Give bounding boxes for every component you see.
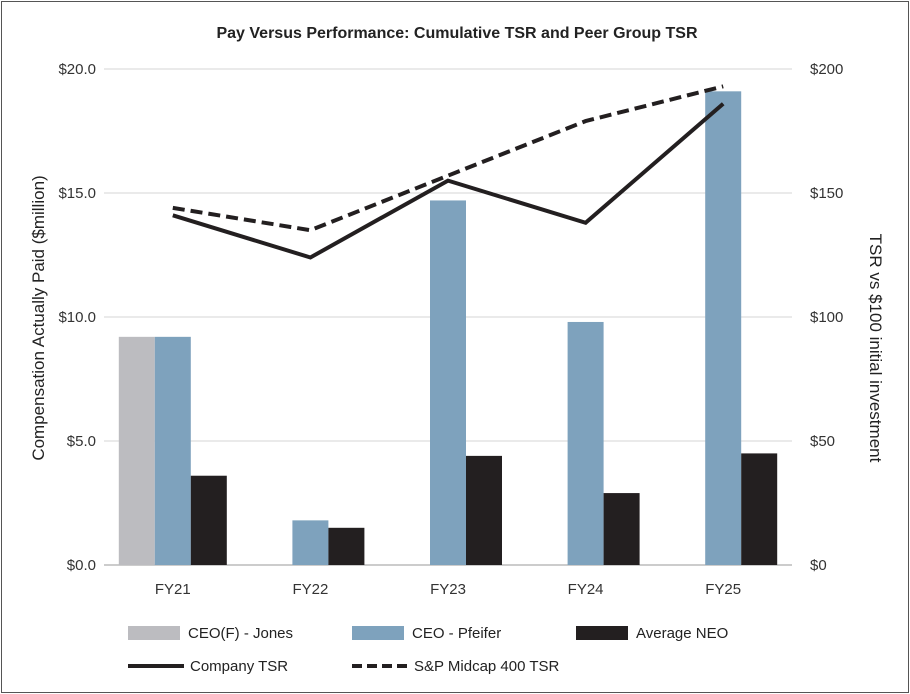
- category-label: FY21: [155, 581, 191, 598]
- bar: [328, 527, 365, 565]
- bar: [466, 455, 502, 565]
- legend-swatch: [128, 626, 180, 640]
- bar: [741, 453, 778, 565]
- legend-label: CEO - Pfeifer: [412, 625, 501, 642]
- legend: CEO(F) - Jones CEO - Pfeifer Average NEO Co…: [128, 625, 728, 675]
- right-tick-label: $100: [810, 309, 843, 326]
- left-tick-label: $20.0: [58, 61, 96, 78]
- series-line: [172, 84, 724, 233]
- bar: [603, 493, 640, 565]
- right-tick-label: $200: [810, 61, 843, 78]
- left-tick-label: $0.0: [67, 557, 96, 574]
- bar: [154, 336, 191, 565]
- category-label: FY22: [292, 581, 328, 598]
- left-axis-label: Compensation Actually Paid ($million): [29, 175, 48, 460]
- bar: [190, 475, 227, 565]
- bar: [705, 91, 742, 565]
- right-tick-label: $50: [810, 433, 835, 450]
- legend-label: S&P Midcap 400 TSR: [414, 658, 560, 675]
- bar: [430, 200, 466, 565]
- category-label: FY23: [430, 581, 466, 598]
- legend-swatch: [576, 626, 628, 640]
- bar: [567, 321, 604, 565]
- right-tick-label: $0: [810, 557, 827, 574]
- legend-label: CEO(F) - Jones: [188, 625, 293, 642]
- chart-title: Pay Versus Performance: Cumulative TSR a…: [216, 25, 697, 42]
- category-ticks: FY21 FY22 FY23 FY24 FY25: [155, 581, 741, 598]
- right-axis-label: TSR vs $100 initial investment: [866, 234, 885, 463]
- category-label: FY24: [568, 581, 604, 598]
- legend-label: Average NEO: [636, 625, 728, 642]
- series-line: [172, 102, 725, 260]
- left-tick-label: $10.0: [58, 309, 96, 326]
- right-axis-ticks: $0 $50 $100 $150 $200: [810, 61, 843, 574]
- bar: [118, 336, 155, 565]
- tsr-lines: [172, 84, 725, 260]
- bar: [292, 520, 329, 565]
- left-axis-ticks: $0.0 $5.0 $10.0 $15.0 $20.0: [58, 61, 96, 574]
- left-tick-label: $5.0: [67, 433, 96, 450]
- left-tick-label: $15.0: [58, 185, 96, 202]
- legend-label: Company TSR: [190, 658, 288, 675]
- right-tick-label: $150: [810, 185, 843, 202]
- category-label: FY25: [705, 581, 741, 598]
- legend-swatch: [352, 626, 404, 640]
- bars: [118, 91, 778, 565]
